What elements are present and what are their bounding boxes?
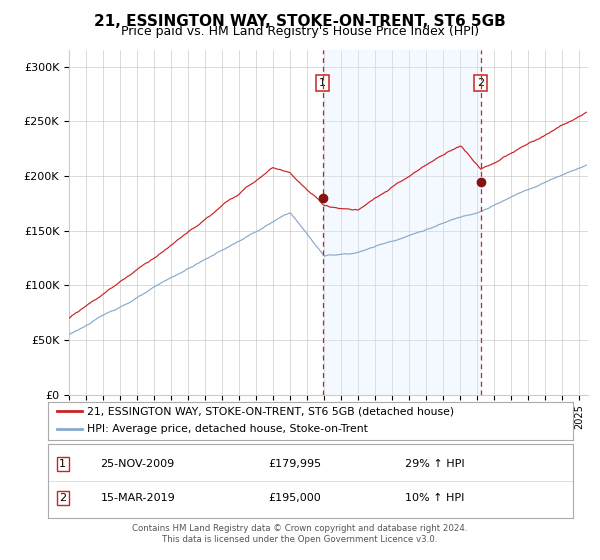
Text: £179,995: £179,995 [269, 459, 322, 469]
Text: 1: 1 [319, 78, 326, 88]
Text: 21, ESSINGTON WAY, STOKE-ON-TRENT, ST6 5GB: 21, ESSINGTON WAY, STOKE-ON-TRENT, ST6 5… [94, 14, 506, 29]
Text: HPI: Average price, detached house, Stoke-on-Trent: HPI: Average price, detached house, Stok… [88, 424, 368, 434]
Text: 15-MAR-2019: 15-MAR-2019 [101, 493, 175, 503]
Text: Contains HM Land Registry data © Crown copyright and database right 2024.: Contains HM Land Registry data © Crown c… [132, 524, 468, 533]
Text: 29% ↑ HPI: 29% ↑ HPI [405, 459, 464, 469]
Text: 2: 2 [59, 493, 66, 503]
Text: £195,000: £195,000 [269, 493, 321, 503]
Text: 10% ↑ HPI: 10% ↑ HPI [405, 493, 464, 503]
Text: 21, ESSINGTON WAY, STOKE-ON-TRENT, ST6 5GB (detached house): 21, ESSINGTON WAY, STOKE-ON-TRENT, ST6 5… [88, 406, 455, 416]
Text: 2: 2 [477, 78, 484, 88]
Text: This data is licensed under the Open Government Licence v3.0.: This data is licensed under the Open Gov… [163, 535, 437, 544]
Text: 25-NOV-2009: 25-NOV-2009 [101, 459, 175, 469]
Text: Price paid vs. HM Land Registry's House Price Index (HPI): Price paid vs. HM Land Registry's House … [121, 25, 479, 38]
Bar [323, 50, 481, 395]
Text: 1: 1 [59, 459, 66, 469]
